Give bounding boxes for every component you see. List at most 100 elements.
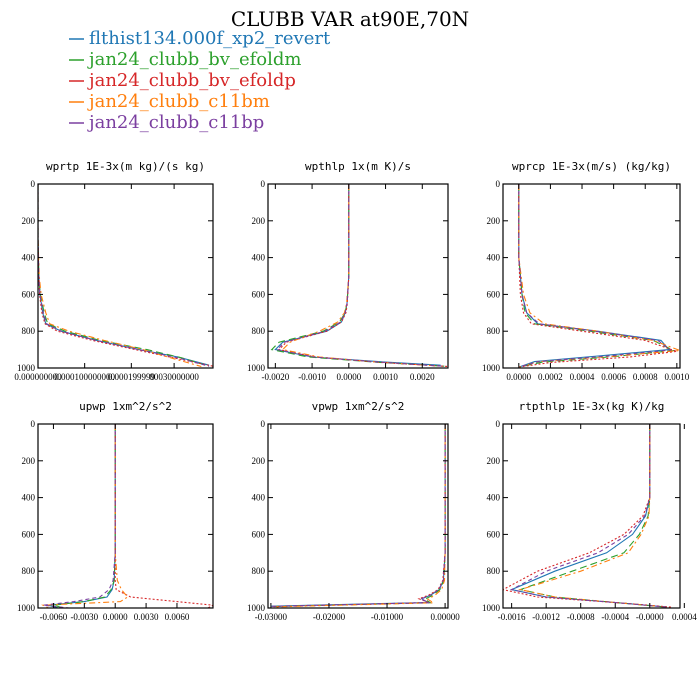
y-tick-label: 200 xyxy=(487,216,501,226)
plot-frame xyxy=(502,423,681,609)
plot-frame xyxy=(502,183,681,369)
x-tick-label: -0.0016 xyxy=(498,612,526,622)
plot-frame xyxy=(37,183,214,369)
series-line xyxy=(510,424,668,608)
y-tick-label: 0 xyxy=(496,419,501,429)
x-tick-label: -0.0000 xyxy=(636,612,664,622)
x-tick-label: -0.0020 xyxy=(261,372,289,382)
legend-entry: jan24_clubb_c11bm xyxy=(87,91,270,112)
panel-title: wprcp 1E-3x(m/s) (kg/kg) xyxy=(512,160,671,173)
series-line xyxy=(273,424,446,608)
y-tick-label: 800 xyxy=(22,326,36,336)
x-tick-label: 0.0020 xyxy=(410,372,435,382)
x-tick-label: 00030000000 xyxy=(149,372,199,382)
y-tick-label: 200 xyxy=(252,456,266,466)
y-tick-label: 800 xyxy=(252,566,266,576)
y-tick-label: 200 xyxy=(22,456,36,466)
series-line xyxy=(276,184,443,367)
x-tick-label: 0.0010 xyxy=(373,372,398,382)
panel-6: rtpthlp 1E-3x(kg K)/kg02004006008001000-… xyxy=(482,400,697,622)
series-line xyxy=(518,424,668,608)
y-tick-label: 1000 xyxy=(17,363,36,373)
y-tick-label: 800 xyxy=(22,566,36,576)
y-tick-label: 1000 xyxy=(482,363,501,373)
series-line xyxy=(38,184,213,367)
x-tick-label: 0.0004 xyxy=(672,612,697,622)
legend-entry: flthist134.000f_xp2_revert xyxy=(89,28,331,49)
x-tick-label: -0.0012 xyxy=(532,612,560,622)
series-line xyxy=(53,424,116,608)
panel-3: wprcp 1E-3x(m/s) (kg/kg) 0 200 400 600 800 100… xyxy=(482,160,690,382)
legend-entry: jan24_clubb_bv_efoldm xyxy=(87,49,301,70)
panel-2: wpthlp 1x(m K)/s 0 200 400 600 800 1000-0.0020… xyxy=(247,160,449,382)
series-line xyxy=(270,424,446,608)
x-tick-label: -0.03000 xyxy=(255,612,288,622)
panels: wprtp 1E-3x(m kg)/(s kg) 0 200 400 600 800 100… xyxy=(14,160,697,622)
x-tick-label: -0.01000 xyxy=(371,612,404,622)
y-tick-label: 400 xyxy=(22,493,36,503)
y-tick-label: 0 xyxy=(496,179,501,189)
x-tick-label: 0.0030 xyxy=(134,612,159,622)
plot-frame xyxy=(37,423,214,609)
x-tick-label: 0.00000 xyxy=(430,612,460,622)
y-tick-label: 200 xyxy=(22,216,36,226)
series-line xyxy=(38,184,210,366)
y-tick-label: 1000 xyxy=(482,603,501,613)
y-tick-label: 1000 xyxy=(247,363,266,373)
series-line xyxy=(270,424,446,608)
x-tick-label: 0.0008 xyxy=(633,372,658,382)
x-tick-label: -0.02000 xyxy=(313,612,346,622)
y-tick-label: 200 xyxy=(252,216,266,226)
legend-entry: jan24_clubb_c11bp xyxy=(87,112,264,133)
series-line xyxy=(270,424,446,607)
figure-title: CLUBB VAR at90E,70N xyxy=(231,7,469,31)
x-tick-label: -0.0030 xyxy=(70,612,98,622)
x-tick-label: -0.0004 xyxy=(601,612,629,622)
panel-title: rtpthlp 1E-3x(kg K)/kg xyxy=(519,400,665,413)
legend: flthist134.000f_xp2_revertjan24_clubb_bv… xyxy=(69,28,331,133)
series-line xyxy=(518,184,677,368)
series-line xyxy=(509,424,668,608)
x-tick-label: 0.000100000000 xyxy=(54,372,115,382)
y-tick-label: 600 xyxy=(22,529,36,539)
series-line xyxy=(518,424,668,608)
series-line xyxy=(281,184,438,367)
legend-entry: jan24_clubb_bv_efoldp xyxy=(87,70,296,91)
y-tick-label: 600 xyxy=(22,289,36,299)
y-tick-label: 600 xyxy=(252,289,266,299)
x-tick-label: 0.0000 xyxy=(336,372,361,382)
x-tick-label: 0.0060 xyxy=(165,612,190,622)
y-tick-label: 400 xyxy=(487,253,501,263)
x-tick-label: 0.000000000 xyxy=(14,372,62,382)
panel-title: wprtp 1E-3x(m kg)/(s kg) xyxy=(46,160,205,173)
panel-title: upwp 1xm^2/s^2 xyxy=(79,400,172,413)
series-line xyxy=(48,424,116,608)
series-line xyxy=(41,424,129,608)
x-tick-label: 0.000199999 xyxy=(108,372,156,382)
plot-frame xyxy=(267,183,449,369)
series-line xyxy=(518,184,672,368)
panel-1: wprtp 1E-3x(m kg)/(s kg) 0 200 400 600 800 100… xyxy=(14,160,214,382)
x-tick-label: -0.0060 xyxy=(40,612,68,622)
y-tick-label: 400 xyxy=(487,493,501,503)
series-line xyxy=(38,184,202,368)
x-tick-label: 0.0004 xyxy=(570,372,595,382)
y-tick-label: 400 xyxy=(252,253,266,263)
y-tick-label: 800 xyxy=(487,566,501,576)
x-tick-label: 0.0002 xyxy=(538,372,563,382)
series-line xyxy=(38,184,210,367)
y-tick-label: 600 xyxy=(487,529,501,539)
series-line xyxy=(38,184,210,367)
y-tick-label: 0 xyxy=(31,179,36,189)
panel-title: vpwp 1xm^2/s^2 xyxy=(312,400,405,413)
y-tick-label: 200 xyxy=(487,456,501,466)
series-line xyxy=(270,424,446,607)
y-tick-label: 400 xyxy=(22,253,36,263)
y-tick-label: 0 xyxy=(261,419,266,429)
panel-4: upwp 1xm^2/s^2 0 200 400 600 800 1000 -0.0060 -0… xyxy=(17,400,214,622)
y-tick-label: 0 xyxy=(31,419,36,429)
y-tick-label: 400 xyxy=(252,493,266,503)
x-tick-label: 0.0006 xyxy=(601,372,626,382)
y-tick-label: 800 xyxy=(252,326,266,336)
